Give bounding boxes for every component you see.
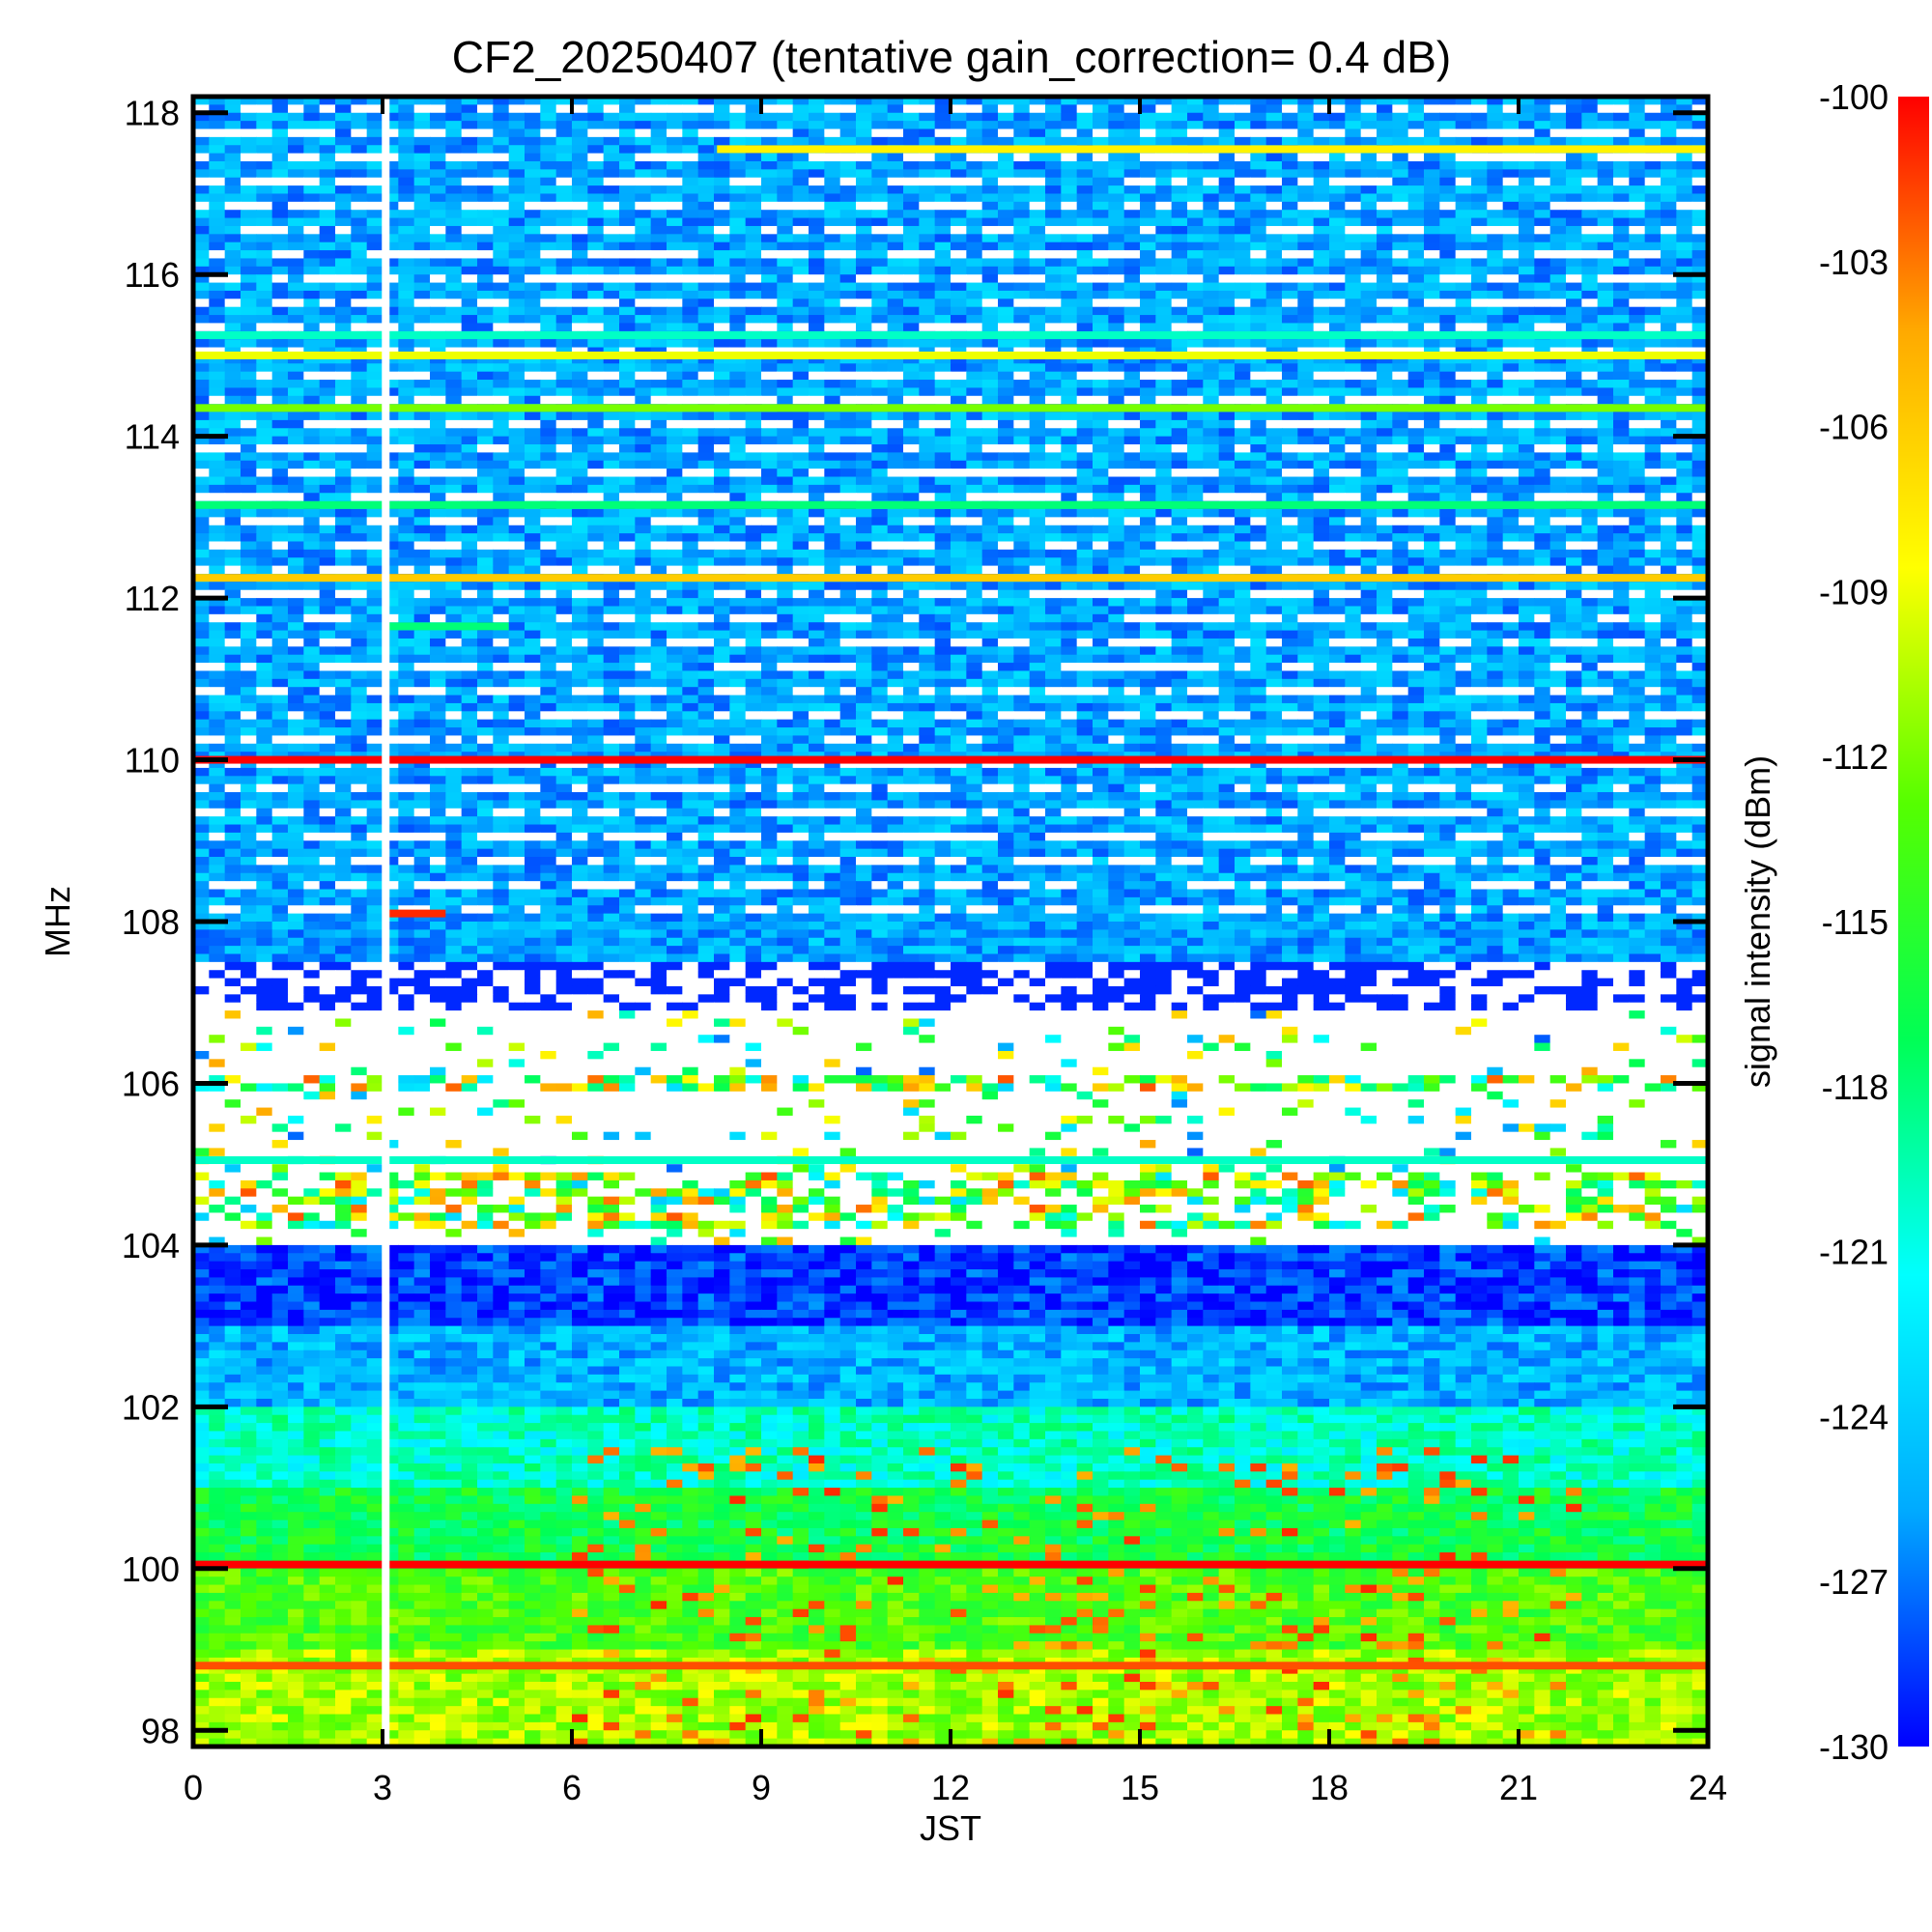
heatmap-cells	[193, 97, 1709, 1747]
signal-line-1	[193, 1560, 1708, 1569]
y-tick-label: 104	[122, 1226, 180, 1265]
signal-line-9	[193, 330, 1708, 339]
y-axis-label: MHz	[38, 886, 77, 957]
y-tick-label: 102	[122, 1387, 180, 1427]
x-tick-label: 3	[373, 1768, 392, 1807]
persistent-signal-lines	[193, 145, 1709, 1670]
y-tick-label: 114	[125, 417, 180, 457]
colorbar	[1898, 97, 1929, 1747]
colorbar-tick-label: -115	[1822, 902, 1889, 942]
signal-line-10	[388, 622, 509, 631]
signal-line-3	[193, 574, 1708, 582]
y-tick-label: 116	[125, 255, 180, 295]
x-axis-label: JST	[920, 1808, 981, 1848]
colorbar-tick-label: -130	[1819, 1727, 1889, 1767]
y-tick-label: 112	[125, 579, 180, 618]
chart-title: CF2_20250407 (tentative gain_correction=…	[452, 32, 1451, 82]
colorbar-tick-label: -112	[1822, 737, 1889, 777]
colorbar-label: signal intensity (dBm)	[1738, 755, 1777, 1088]
y-axis: 98 100 102 104 106 108 110 112 114 116 118	[122, 94, 1708, 1750]
signal-line-11	[388, 909, 446, 918]
colorbar-tick-label: -106	[1819, 408, 1889, 447]
y-tick-label: 98	[141, 1711, 180, 1750]
signal-line-7	[193, 1155, 1708, 1164]
x-tick-label: 15	[1121, 1768, 1159, 1807]
colorbar-tick-label: -109	[1819, 572, 1889, 611]
y-tick-label: 110	[125, 741, 180, 781]
signal-line-6	[717, 145, 1709, 154]
colorbar-tick-label: -127	[1819, 1562, 1889, 1602]
signal-line-8	[193, 500, 1708, 509]
y-tick-label: 118	[125, 94, 180, 133]
signal-line-4	[193, 351, 1708, 359]
signal-line-2	[193, 1662, 1708, 1670]
colorbar-ticks: -100 -103 -106 -109 -112 -115 -118 -121 -124 -127…	[1819, 77, 1889, 1767]
x-tick-label: 0	[184, 1768, 203, 1807]
colorbar-tick-label: -103	[1819, 242, 1889, 282]
x-tick-label: 6	[562, 1768, 582, 1807]
x-tick-label: 12	[931, 1768, 970, 1807]
y-tick-label: 106	[122, 1064, 180, 1103]
colorbar-tick-label: -118	[1822, 1067, 1889, 1107]
x-tick-label: 24	[1689, 1768, 1727, 1807]
colorbar-tick-label: -121	[1819, 1233, 1889, 1272]
signal-line-5	[193, 404, 1708, 412]
colorbar-tick-label: -124	[1819, 1397, 1889, 1436]
x-tick-label: 9	[752, 1768, 771, 1807]
x-tick-label: 21	[1499, 1768, 1538, 1807]
y-tick-label: 108	[122, 902, 180, 942]
y-tick-label: 100	[122, 1549, 180, 1589]
x-tick-label: 18	[1310, 1768, 1349, 1807]
signal-line-0	[193, 755, 1708, 764]
data-gap-line	[382, 97, 390, 1747]
x-axis: 0 3 6 9 12 15 18 21 24	[184, 97, 1727, 1807]
colorbar-tick-label: -100	[1819, 77, 1889, 117]
